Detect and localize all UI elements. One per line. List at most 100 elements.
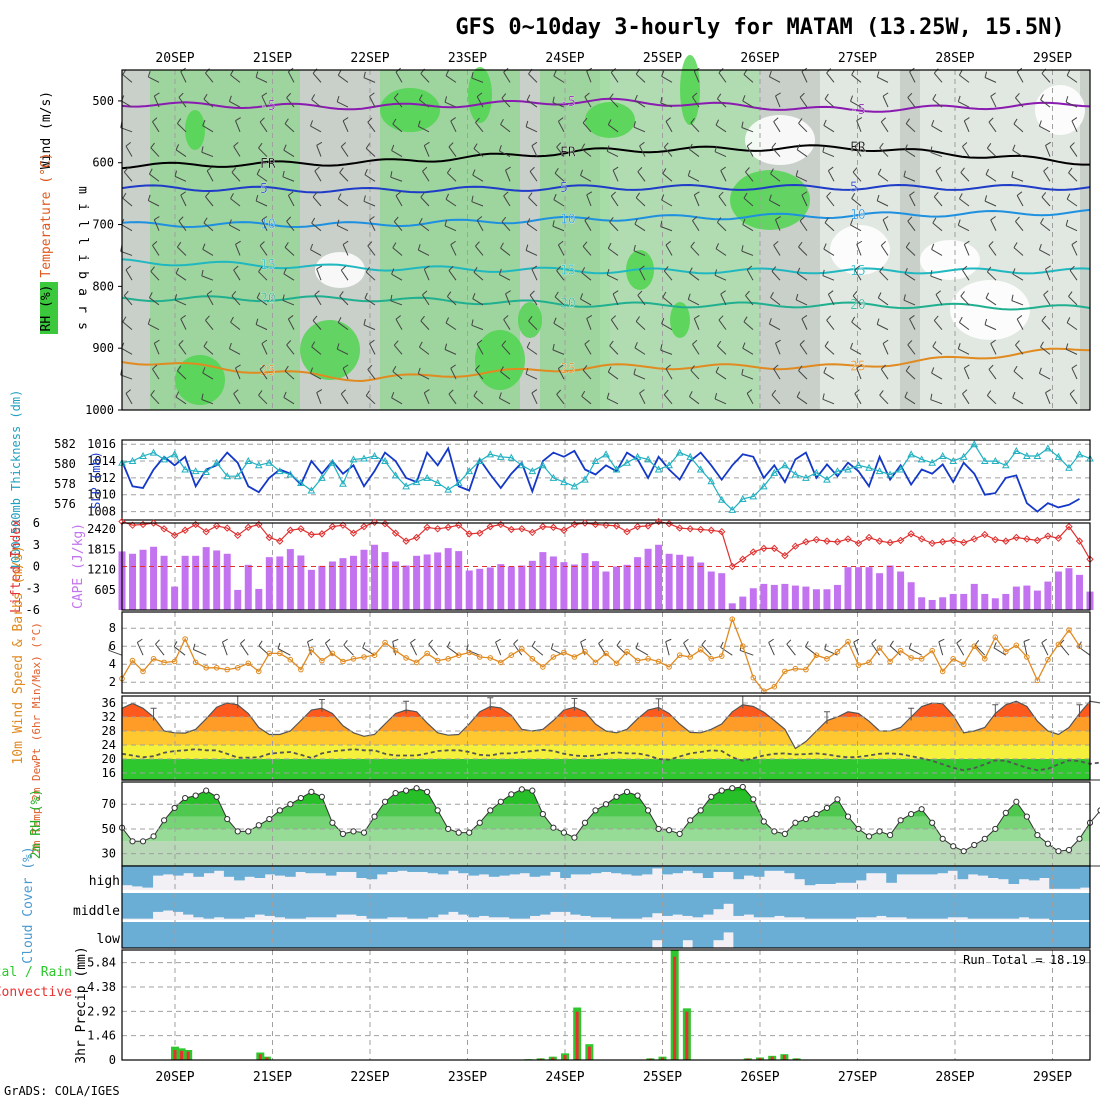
wind-barb <box>661 323 673 331</box>
cloud-cover-bar <box>437 893 449 915</box>
wind-speed-marker <box>550 654 557 660</box>
isotherm-label: 15 <box>260 258 276 273</box>
isotherm-line <box>121 144 1090 170</box>
cloud-cover-bar <box>651 866 663 869</box>
rh-low-area <box>745 115 815 165</box>
wind-barb-flag <box>363 71 366 78</box>
cloud-cover-bar <box>723 893 734 904</box>
panel-frame <box>121 865 1091 949</box>
thickness-marker <box>959 452 968 460</box>
wind-barb <box>552 102 565 108</box>
isotherm-line <box>121 258 1091 275</box>
li-marker <box>970 535 978 543</box>
cloud-cover-bar <box>977 922 989 948</box>
rh-marker <box>139 838 147 845</box>
wind-barb <box>769 323 781 331</box>
ylabel-char: m <box>75 186 90 194</box>
cloud-cover-bar <box>162 866 174 875</box>
wind-barb <box>609 345 619 355</box>
wind-barb <box>231 172 241 182</box>
wind-speed-marker <box>582 648 588 655</box>
cloud-cover-bar <box>519 866 531 874</box>
wind-barb <box>395 318 403 330</box>
wind-barb <box>316 392 322 404</box>
li-line <box>121 520 1091 568</box>
cloud-cover-bar <box>794 922 806 948</box>
wind-barb <box>689 148 700 157</box>
cloud-cover-bar <box>631 866 643 876</box>
wind-barb-flag <box>122 316 127 323</box>
cloud-cover-bar <box>274 922 286 948</box>
wind-barb-flag <box>694 314 700 320</box>
temp-line <box>121 700 1100 781</box>
wind-barb-flag <box>395 191 401 196</box>
wind-barb <box>148 76 160 83</box>
wind-barb-flag <box>556 265 562 272</box>
wind-barb-flag <box>282 294 285 301</box>
wind-barb <box>450 368 457 380</box>
wind-barb <box>1041 196 1051 207</box>
wind-barb-flag <box>688 143 693 150</box>
wind-barb <box>256 297 268 306</box>
cloud-cover-bar <box>631 893 643 919</box>
li-marker <box>234 531 242 540</box>
cloud-cover-bar <box>916 893 928 919</box>
wind-speed-marker <box>708 656 715 662</box>
thickness-marker <box>360 454 368 462</box>
wind-barb-flag <box>152 241 158 246</box>
wind-barb <box>773 121 781 133</box>
wind-barb-flag <box>768 70 772 77</box>
temp-tick: 16 <box>102 766 116 780</box>
wind-barb <box>152 368 160 380</box>
wind-barb <box>854 146 862 157</box>
wind-barb-flag <box>173 641 178 647</box>
cape-bar <box>581 553 589 610</box>
wind-barb <box>850 348 862 355</box>
rh-marker <box>308 788 315 795</box>
rh-tick: 30 <box>102 847 116 861</box>
wind-barb <box>500 247 511 256</box>
wind-barb-flag <box>743 192 748 199</box>
wind-barb <box>337 74 349 83</box>
wind-barb <box>610 72 619 83</box>
precip-convective-bar <box>782 1055 786 1060</box>
thickness-marker <box>496 452 505 460</box>
li-marker <box>412 533 421 542</box>
wind-barb-flag <box>930 146 933 153</box>
precip-convective-bar <box>265 1057 269 1060</box>
wind-barb <box>466 649 480 656</box>
rh-high-area <box>585 102 635 138</box>
wind-barb <box>175 273 187 281</box>
wind-speed-marker <box>319 657 325 664</box>
wind-barb-flag <box>690 241 695 247</box>
ylabel-cloud: Cloud Cover (%) <box>21 846 36 963</box>
thickness-marker <box>875 467 884 475</box>
wind-barb-flag <box>150 266 155 272</box>
thickness-marker <box>275 467 284 475</box>
wind-barb-flag <box>259 364 265 370</box>
wind-barb-flag <box>984 195 988 202</box>
thickness-marker <box>170 450 179 458</box>
cloud-cover-bar <box>244 866 255 877</box>
wind-barb-flag <box>1013 365 1018 372</box>
cloud-cover-bar <box>386 922 398 948</box>
wind-barb-flag <box>1015 216 1020 222</box>
wind-barb-flag <box>957 219 961 226</box>
wind-barb-flag <box>558 117 564 122</box>
wind-barb-flag <box>258 640 263 647</box>
wind-barb <box>174 175 187 182</box>
wind-barb-flag <box>768 638 774 643</box>
wind-barb-flag <box>255 71 259 78</box>
wind-barb <box>445 198 457 207</box>
wind-barb <box>391 273 403 281</box>
wind-barb-flag <box>147 194 151 201</box>
cape-bar <box>928 599 936 610</box>
wind-speed-marker <box>445 656 451 662</box>
li-marker <box>402 537 410 545</box>
wind-barb <box>1043 294 1051 306</box>
wind-barb-flag <box>877 292 882 299</box>
wind-barb <box>148 323 160 331</box>
cape-bar <box>234 589 242 610</box>
wind-barb <box>221 641 228 656</box>
wind-barb-flag <box>531 640 536 647</box>
